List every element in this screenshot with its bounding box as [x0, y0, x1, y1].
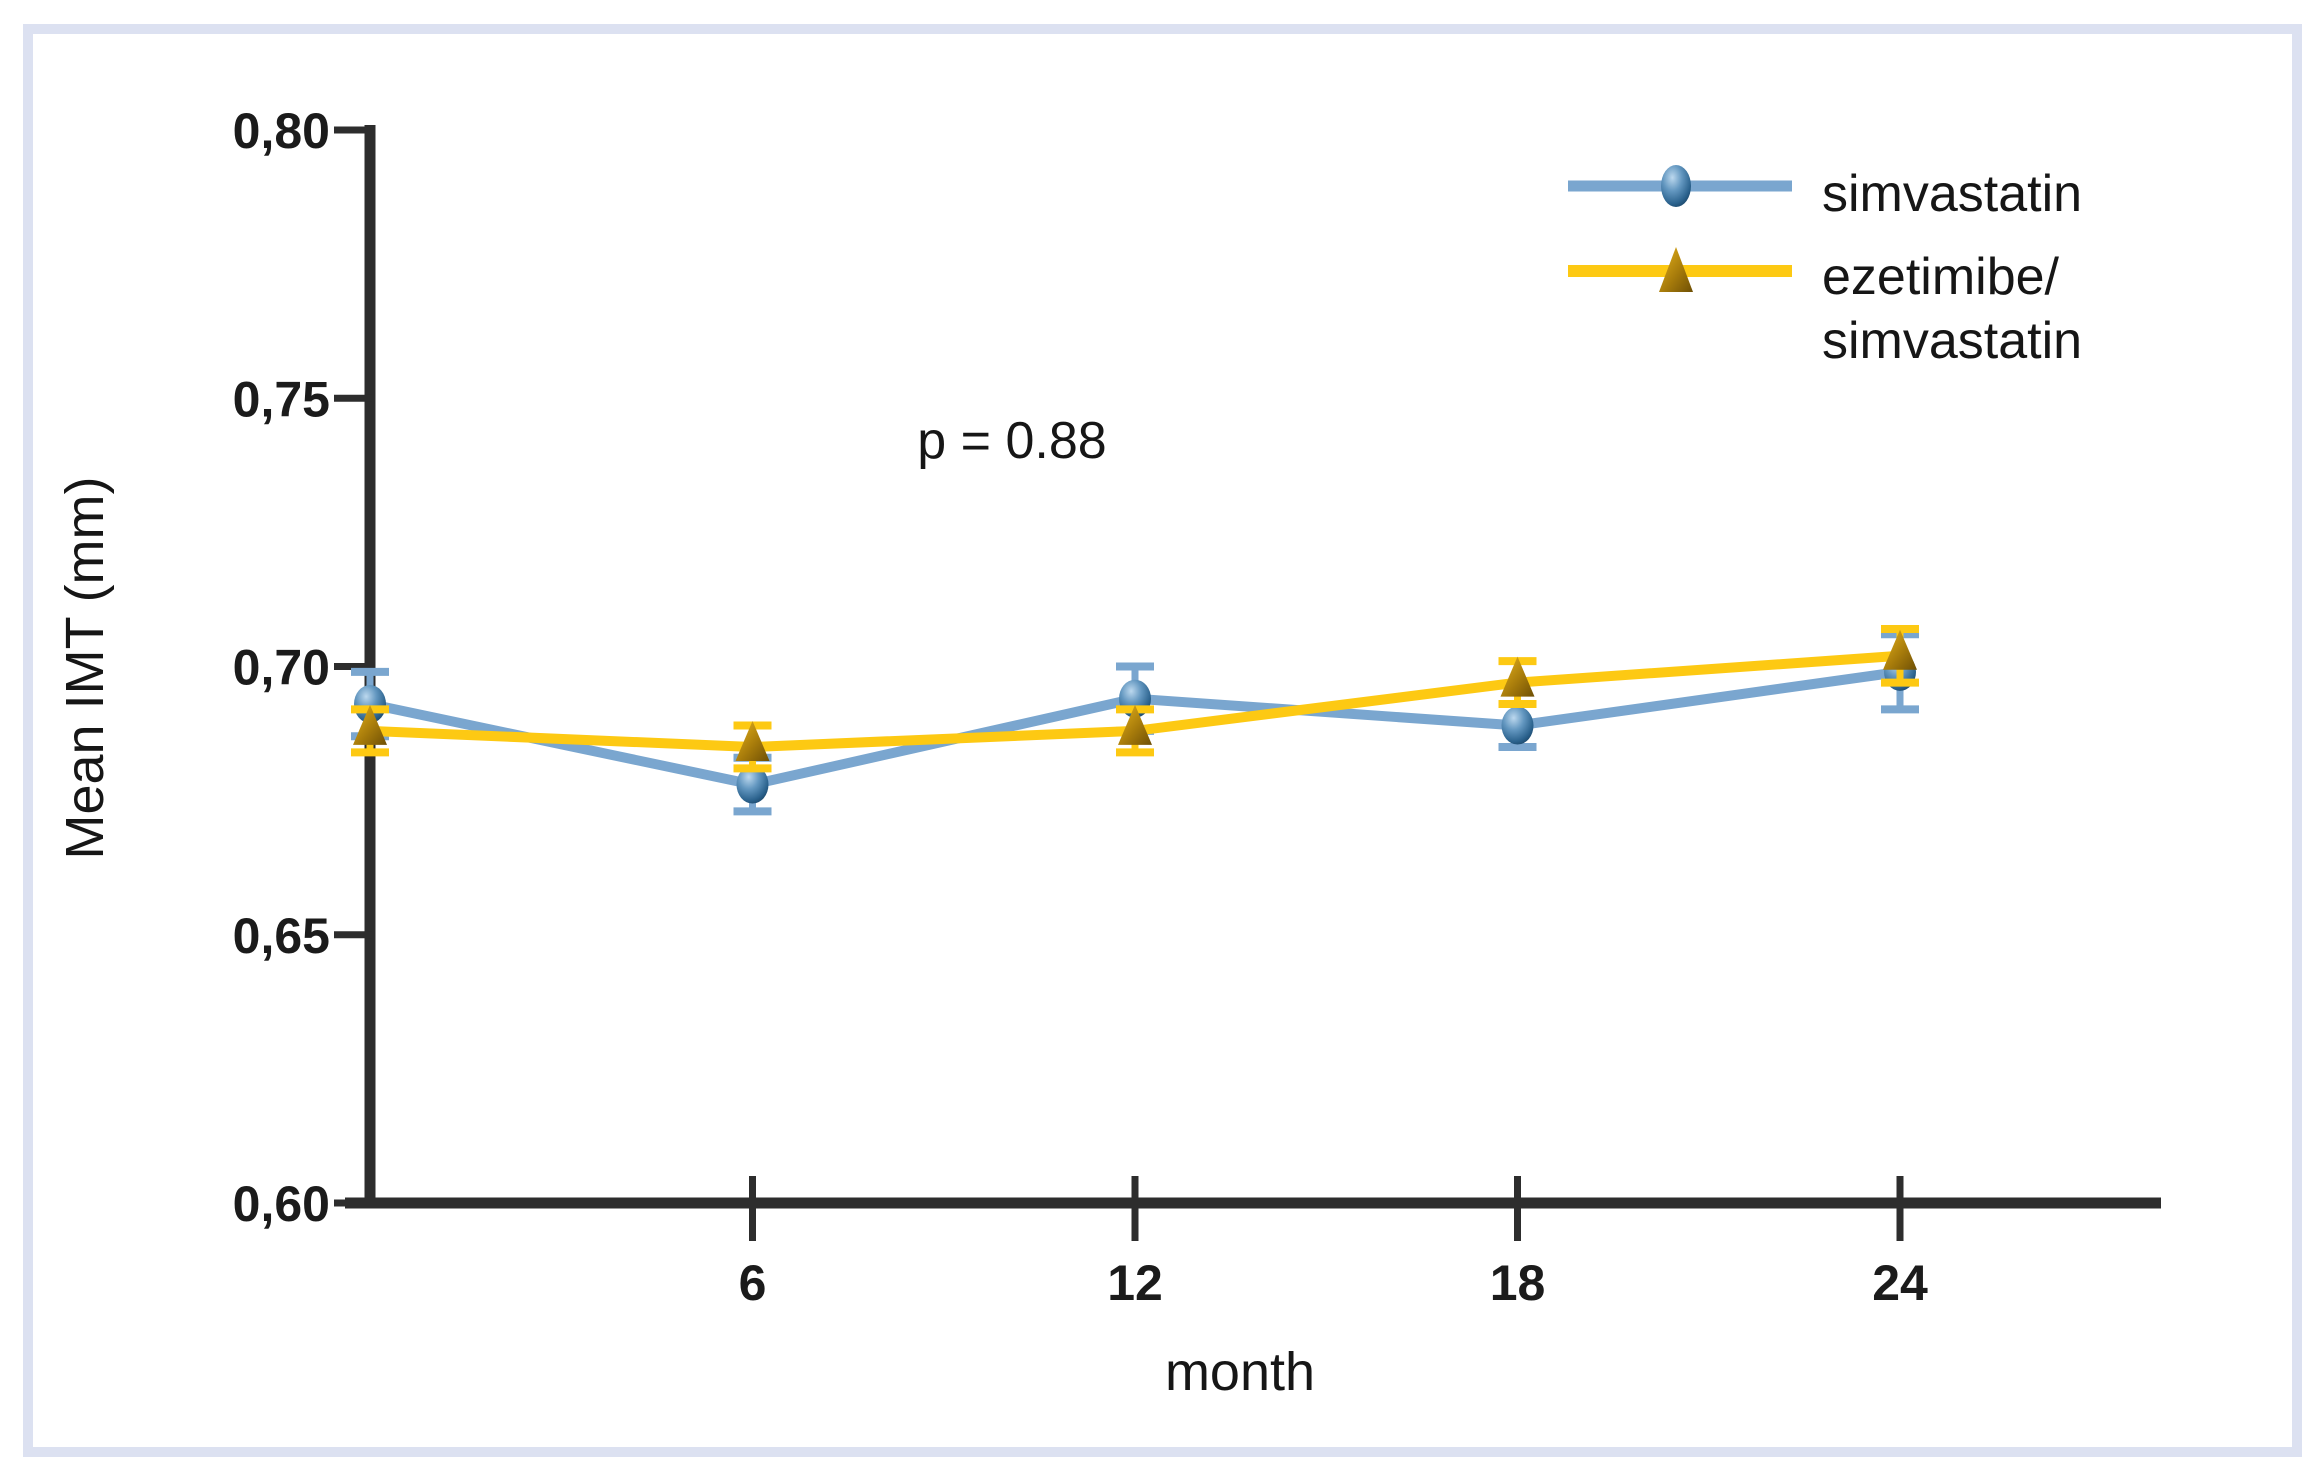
- data-point-marker: [736, 765, 769, 804]
- legend-triangle-marker: [1659, 247, 1693, 292]
- x-tick-label: 6: [739, 1255, 767, 1311]
- x-tick-label: 24: [1872, 1255, 1928, 1311]
- p-value-annotation: p = 0.88: [917, 412, 1106, 470]
- y-tick-label: 0,75: [233, 371, 330, 427]
- data-point-marker: [1501, 706, 1534, 745]
- y-tick-label: 0,65: [233, 908, 330, 964]
- x-tick-label: 18: [1490, 1255, 1546, 1311]
- legend-swatches: [1568, 165, 1792, 292]
- x-tick-label: 12: [1107, 1255, 1163, 1311]
- data-point-marker: [735, 720, 770, 761]
- legend-label-ezetimibe-line1: ezetimibe/: [1822, 248, 2060, 306]
- x-axis-title: month: [1165, 1342, 1315, 1402]
- y-axis-title: Mean IMT (mm): [55, 476, 115, 859]
- data-point-marker: [1118, 704, 1152, 745]
- data-series: [351, 624, 1919, 816]
- series-triangle: [351, 624, 1919, 773]
- y-tick-label: 0,60: [233, 1176, 330, 1232]
- legend-label-ezetimibe-line2: simvastatin: [1822, 312, 2082, 370]
- data-point-marker: [1883, 629, 1917, 670]
- legend-label-simvastatin: simvastatin: [1822, 165, 2082, 223]
- data-point-marker: [1500, 656, 1535, 697]
- y-tick-label: 0,80: [233, 103, 330, 159]
- data-point-marker: [353, 704, 387, 745]
- legend-circle-marker: [1661, 165, 1691, 207]
- axes: 0,80 0,75 0,70 0,65 0,60 6 12 18 24: [233, 103, 2161, 1311]
- data-point-marker: [354, 685, 386, 724]
- y-tick-label: 0,70: [233, 640, 330, 696]
